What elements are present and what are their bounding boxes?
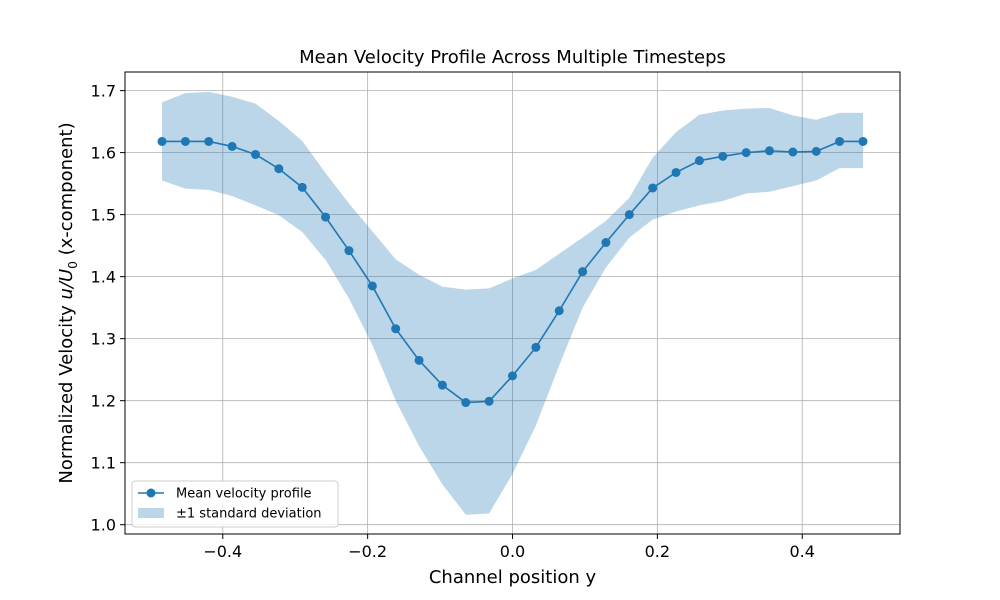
grid-lines	[125, 72, 900, 534]
mean-velocity-point	[554, 306, 564, 316]
mean-velocity-point	[741, 148, 751, 158]
mean-line-layer	[157, 136, 868, 408]
mean-velocity-point	[157, 136, 167, 146]
legend: Mean velocity profile ±1 standard deviat…	[131, 480, 339, 528]
y-tick-label: 1.7	[91, 82, 116, 101]
mean-velocity-point	[367, 281, 377, 291]
legend-box	[131, 480, 339, 528]
mean-velocity-point	[461, 398, 471, 408]
mean-velocity-point	[391, 324, 401, 334]
y-tick-label: 1.5	[91, 206, 116, 225]
mean-velocity-point	[811, 146, 821, 156]
legend-band-swatch	[138, 508, 164, 518]
mean-velocity-point	[788, 147, 798, 157]
y-axis-label-prefix: Normalized Velocity	[56, 299, 77, 483]
mean-velocity-point	[180, 136, 190, 146]
legend-label-mean: Mean velocity profile	[176, 487, 312, 502]
mean-velocity-point	[578, 267, 588, 277]
mean-velocity-point	[344, 246, 354, 256]
x-tick-label: −0.2	[348, 542, 387, 561]
mean-velocity-point	[601, 238, 611, 248]
mean-velocity-point	[835, 136, 845, 146]
legend-label-band: ±1 standard deviation	[176, 507, 322, 522]
y-axis-label-subscript: 0	[66, 261, 80, 269]
mean-velocity-point	[624, 210, 634, 220]
mean-velocity-point	[414, 355, 424, 365]
x-tick-label: 0.2	[645, 542, 670, 561]
mean-velocity-point	[274, 164, 284, 174]
y-tick-label: 1.0	[91, 516, 116, 535]
std-deviation-band	[162, 91, 863, 515]
mean-velocity-point	[437, 380, 447, 390]
mean-velocity-point	[321, 212, 331, 222]
mean-velocity-point	[764, 146, 774, 156]
mean-velocity-point	[227, 141, 237, 151]
y-tick-label: 1.4	[91, 268, 116, 287]
x-tick-label: 0.4	[789, 542, 814, 561]
mean-velocity-point	[204, 136, 214, 146]
y-axis-label-math: u/U	[56, 269, 77, 300]
mean-velocity-point	[508, 371, 517, 381]
x-tick-label: 0.0	[500, 542, 525, 561]
mean-velocity-point	[648, 183, 658, 193]
mean-velocity-point	[718, 151, 728, 161]
mean-velocity-point	[858, 136, 868, 146]
mean-velocity-point	[694, 156, 704, 166]
y-axis-label-suffix: (x-component)	[56, 122, 77, 261]
y-tick-label: 1.6	[91, 144, 116, 163]
x-tick-label: −0.4	[203, 542, 242, 561]
mean-velocity-point	[671, 167, 681, 177]
legend-marker-swatch	[146, 488, 156, 498]
axis-ticks: −0.4 −0.2 0.0 0.2 0.4 1.0 1.1 1.2 1.3 1.4 1.5 1.6 1.…	[91, 82, 815, 561]
mean-velocity-point	[531, 342, 541, 352]
chart-title: Mean Velocity Profile Across Multiple Ti…	[299, 47, 726, 68]
mean-velocity-point	[251, 149, 261, 159]
mean-velocity-point	[297, 182, 307, 192]
mean-velocity-point	[484, 396, 494, 406]
x-axis-label: Channel position y	[429, 567, 597, 588]
std-band-layer	[162, 91, 863, 515]
y-tick-label: 1.3	[91, 330, 116, 349]
y-tick-label: 1.1	[91, 454, 116, 473]
y-tick-label: 1.2	[91, 392, 116, 411]
y-axis-label: Normalized Velocity u/U0 (x-component)	[56, 122, 80, 483]
